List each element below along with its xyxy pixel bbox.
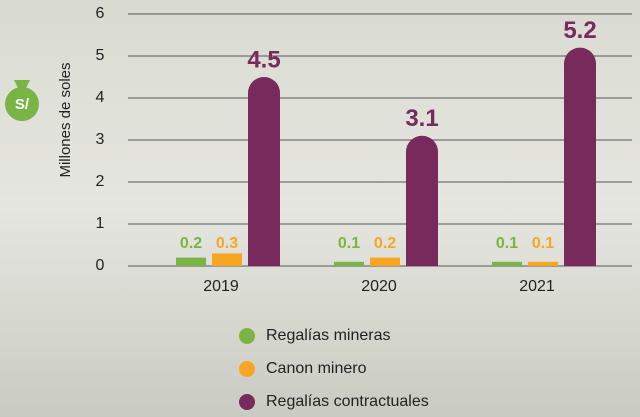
legend-label: Regalías mineras bbox=[266, 327, 391, 344]
value-label: 0.1 bbox=[532, 235, 554, 252]
bar bbox=[176, 258, 206, 266]
value-label: 0.2 bbox=[180, 235, 202, 252]
page: S/ Millones de soles 0 1 2 3 4 5 6 2019 0.2 0.3 4.… bbox=[0, 0, 640, 417]
legend-label: Regalías contractuales bbox=[266, 393, 429, 410]
bar bbox=[492, 262, 522, 266]
legend-marker bbox=[239, 328, 255, 344]
legend-marker bbox=[239, 361, 255, 377]
bar bbox=[564, 48, 596, 266]
value-label: 0.1 bbox=[338, 235, 360, 252]
x-tick-label: 2019 bbox=[203, 278, 239, 295]
value-label: 3.1 bbox=[405, 105, 438, 132]
bar bbox=[212, 253, 242, 266]
value-label: 0.3 bbox=[216, 235, 238, 252]
value-label: 0.2 bbox=[374, 235, 396, 252]
y-tick-label: 0 bbox=[96, 257, 105, 274]
bar bbox=[406, 136, 438, 266]
y-tick-label: 4 bbox=[96, 89, 105, 106]
bar bbox=[370, 258, 400, 266]
legend-marker bbox=[239, 394, 255, 410]
legend-label: Canon minero bbox=[266, 360, 367, 377]
bar bbox=[528, 262, 558, 266]
value-label: 5.2 bbox=[563, 17, 596, 44]
x-tick-label: 2021 bbox=[519, 278, 555, 295]
y-tick-label: 5 bbox=[96, 47, 105, 64]
y-tick-label: 6 bbox=[96, 5, 105, 22]
y-tick-label: 3 bbox=[96, 131, 105, 148]
value-label: 0.1 bbox=[496, 235, 518, 252]
value-label: 4.5 bbox=[247, 46, 280, 73]
y-tick-label: 1 bbox=[96, 215, 105, 232]
x-tick-label: 2020 bbox=[361, 278, 397, 295]
chart: S/ Millones de soles 0 1 2 3 4 5 6 2019 0.2 0.3 4.… bbox=[0, 0, 640, 417]
icon-label: S/ bbox=[15, 96, 30, 113]
y-axis-label: Millones de soles bbox=[57, 62, 74, 177]
bar bbox=[334, 262, 364, 266]
y-tick-label: 2 bbox=[96, 173, 105, 190]
bar bbox=[248, 77, 280, 266]
